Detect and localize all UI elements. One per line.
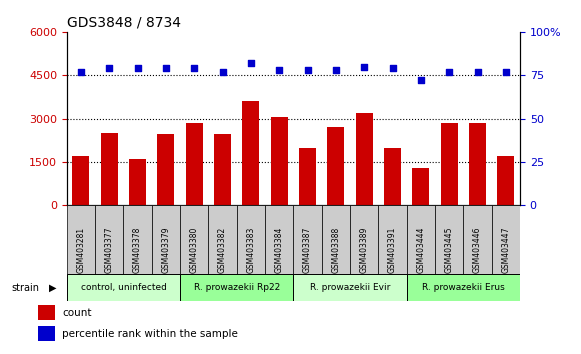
Text: GSM403377: GSM403377 xyxy=(105,226,114,273)
Text: GSM403281: GSM403281 xyxy=(77,227,85,273)
Text: control, uninfected: control, uninfected xyxy=(81,283,166,292)
Bar xyxy=(73,156,89,205)
Bar xyxy=(356,113,373,205)
Bar xyxy=(101,133,118,205)
FancyBboxPatch shape xyxy=(265,205,293,274)
Bar xyxy=(271,117,288,205)
FancyBboxPatch shape xyxy=(67,205,95,274)
FancyBboxPatch shape xyxy=(435,205,464,274)
Text: GSM403380: GSM403380 xyxy=(190,226,199,273)
FancyBboxPatch shape xyxy=(180,274,293,301)
Bar xyxy=(469,123,486,205)
Point xyxy=(218,69,227,75)
Point xyxy=(76,69,85,75)
Text: strain: strain xyxy=(12,282,40,293)
Point xyxy=(275,67,284,73)
Point xyxy=(473,69,482,75)
Text: R. prowazekii Rp22: R. prowazekii Rp22 xyxy=(193,283,280,292)
FancyBboxPatch shape xyxy=(464,205,492,274)
Point xyxy=(246,60,256,66)
Text: GSM403391: GSM403391 xyxy=(388,226,397,273)
Text: R. prowazekii Erus: R. prowazekii Erus xyxy=(422,283,505,292)
FancyBboxPatch shape xyxy=(293,205,322,274)
Bar xyxy=(413,168,429,205)
FancyBboxPatch shape xyxy=(293,274,407,301)
Text: GSM403384: GSM403384 xyxy=(275,226,284,273)
Text: ▶: ▶ xyxy=(49,282,57,293)
Text: GSM403444: GSM403444 xyxy=(417,226,425,273)
Point xyxy=(331,67,340,73)
FancyBboxPatch shape xyxy=(350,205,378,274)
FancyBboxPatch shape xyxy=(123,205,152,274)
Text: GSM403447: GSM403447 xyxy=(501,226,510,273)
Bar xyxy=(129,159,146,205)
Point xyxy=(189,65,199,71)
Bar xyxy=(497,156,514,205)
FancyBboxPatch shape xyxy=(378,205,407,274)
FancyBboxPatch shape xyxy=(237,205,265,274)
FancyBboxPatch shape xyxy=(407,274,520,301)
Point xyxy=(444,69,454,75)
Text: count: count xyxy=(62,308,91,318)
Text: GDS3848 / 8734: GDS3848 / 8734 xyxy=(67,15,181,29)
Bar xyxy=(242,101,259,205)
Point xyxy=(388,65,397,71)
Point xyxy=(133,65,142,71)
FancyBboxPatch shape xyxy=(152,205,180,274)
FancyBboxPatch shape xyxy=(180,205,209,274)
Text: GSM403379: GSM403379 xyxy=(162,226,170,273)
FancyBboxPatch shape xyxy=(322,205,350,274)
Point xyxy=(303,67,312,73)
Text: GSM403445: GSM403445 xyxy=(444,226,454,273)
Text: GSM403388: GSM403388 xyxy=(331,226,340,273)
Bar xyxy=(186,123,203,205)
Bar xyxy=(384,148,401,205)
FancyBboxPatch shape xyxy=(209,205,237,274)
Text: GSM403378: GSM403378 xyxy=(133,226,142,273)
Bar xyxy=(157,135,174,205)
Bar xyxy=(328,127,345,205)
Point xyxy=(162,65,171,71)
Bar xyxy=(299,148,316,205)
FancyBboxPatch shape xyxy=(95,205,123,274)
Text: percentile rank within the sample: percentile rank within the sample xyxy=(62,329,238,339)
FancyBboxPatch shape xyxy=(492,205,520,274)
Text: GSM403389: GSM403389 xyxy=(360,226,369,273)
Text: R. prowazekii Evir: R. prowazekii Evir xyxy=(310,283,390,292)
Point xyxy=(501,69,511,75)
Text: GSM403382: GSM403382 xyxy=(218,226,227,273)
Text: GSM403387: GSM403387 xyxy=(303,226,312,273)
Bar xyxy=(440,123,458,205)
Text: GSM403446: GSM403446 xyxy=(473,226,482,273)
Bar xyxy=(38,305,55,320)
Text: GSM403383: GSM403383 xyxy=(246,226,256,273)
Bar xyxy=(38,326,55,341)
FancyBboxPatch shape xyxy=(67,274,180,301)
Point xyxy=(416,78,425,83)
Point xyxy=(105,65,114,71)
Bar xyxy=(214,135,231,205)
FancyBboxPatch shape xyxy=(407,205,435,274)
Point xyxy=(360,64,369,69)
